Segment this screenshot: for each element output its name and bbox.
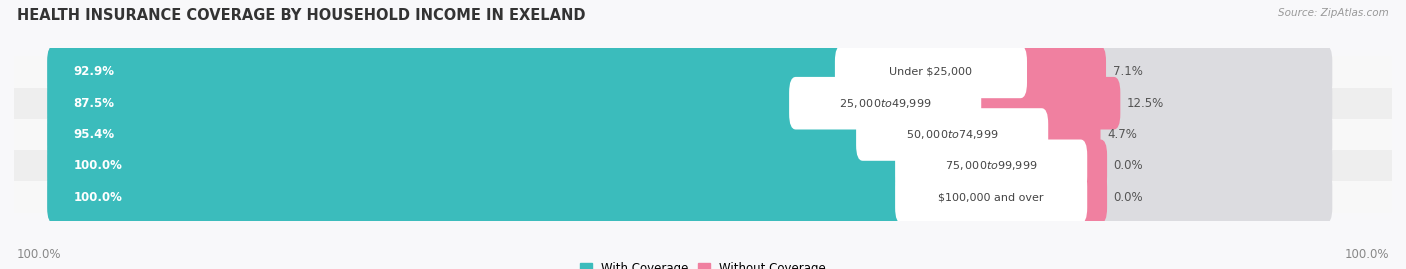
- Text: $50,000 to $74,999: $50,000 to $74,999: [905, 128, 998, 141]
- FancyBboxPatch shape: [835, 46, 1026, 98]
- FancyBboxPatch shape: [48, 108, 869, 161]
- Bar: [14, 87, 1392, 119]
- Text: HEALTH INSURANCE COVERAGE BY HOUSEHOLD INCOME IN EXELAND: HEALTH INSURANCE COVERAGE BY HOUSEHOLD I…: [17, 8, 585, 23]
- Text: 92.9%: 92.9%: [73, 65, 115, 78]
- FancyBboxPatch shape: [967, 77, 1121, 129]
- Text: 0.0%: 0.0%: [1114, 191, 1143, 204]
- FancyBboxPatch shape: [896, 171, 1087, 223]
- Text: $100,000 and over: $100,000 and over: [938, 192, 1043, 202]
- FancyBboxPatch shape: [48, 171, 908, 223]
- FancyBboxPatch shape: [48, 77, 1333, 129]
- Text: 100.0%: 100.0%: [73, 191, 122, 204]
- Text: 7.1%: 7.1%: [1112, 65, 1143, 78]
- FancyBboxPatch shape: [856, 108, 1049, 161]
- Bar: [14, 182, 1392, 213]
- Legend: With Coverage, Without Coverage: With Coverage, Without Coverage: [575, 258, 831, 269]
- FancyBboxPatch shape: [48, 140, 1333, 192]
- FancyBboxPatch shape: [48, 108, 1333, 161]
- Text: 100.0%: 100.0%: [1344, 248, 1389, 261]
- Bar: [14, 150, 1392, 182]
- FancyBboxPatch shape: [48, 46, 848, 98]
- Text: 4.7%: 4.7%: [1107, 128, 1137, 141]
- FancyBboxPatch shape: [48, 171, 1333, 223]
- FancyBboxPatch shape: [48, 77, 803, 129]
- FancyBboxPatch shape: [1014, 46, 1107, 98]
- Bar: [14, 56, 1392, 87]
- Text: $25,000 to $49,999: $25,000 to $49,999: [839, 97, 931, 110]
- Text: 87.5%: 87.5%: [73, 97, 115, 110]
- Text: Under $25,000: Under $25,000: [890, 67, 973, 77]
- FancyBboxPatch shape: [48, 46, 1333, 98]
- FancyBboxPatch shape: [1035, 108, 1101, 161]
- FancyBboxPatch shape: [1074, 171, 1107, 223]
- FancyBboxPatch shape: [896, 140, 1087, 192]
- FancyBboxPatch shape: [48, 140, 908, 192]
- Text: Source: ZipAtlas.com: Source: ZipAtlas.com: [1278, 8, 1389, 18]
- Bar: [14, 119, 1392, 150]
- Text: 95.4%: 95.4%: [73, 128, 115, 141]
- FancyBboxPatch shape: [789, 77, 981, 129]
- Text: 12.5%: 12.5%: [1128, 97, 1164, 110]
- Text: 100.0%: 100.0%: [73, 159, 122, 172]
- Text: $75,000 to $99,999: $75,000 to $99,999: [945, 159, 1038, 172]
- FancyBboxPatch shape: [1074, 140, 1107, 192]
- Text: 0.0%: 0.0%: [1114, 159, 1143, 172]
- Text: 100.0%: 100.0%: [17, 248, 62, 261]
